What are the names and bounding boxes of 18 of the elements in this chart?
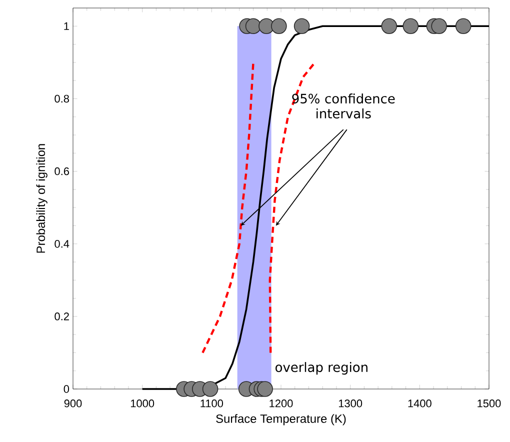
y-tick-label: 0.8: [54, 94, 69, 103]
x-tick-label: 900: [64, 400, 82, 408]
y-tick-label: 0.4: [54, 240, 70, 248]
y-tick-label: 1: [64, 22, 69, 30]
y-axis-title: Probability of ignition: [36, 144, 48, 253]
x-tick-label: 1500: [478, 400, 501, 408]
x-tick-label: 1400: [408, 400, 432, 408]
x-axis-title: Surface Temperature (K): [216, 414, 346, 426]
x-tick-label: 1000: [130, 400, 154, 408]
x-tick-label: 1200: [270, 400, 293, 408]
x-tick-label: 1100: [200, 400, 224, 408]
line-series: [202, 61, 254, 354]
annotation: 95% confidence intervals: [292, 93, 395, 118]
y-tick-label: 0.2: [54, 312, 69, 320]
x-tick-label: 1300: [338, 400, 362, 408]
y-tick-label: 0.6: [54, 167, 69, 176]
y-tick-label: 0: [64, 385, 70, 393]
band-label: overlap region: [276, 362, 368, 375]
